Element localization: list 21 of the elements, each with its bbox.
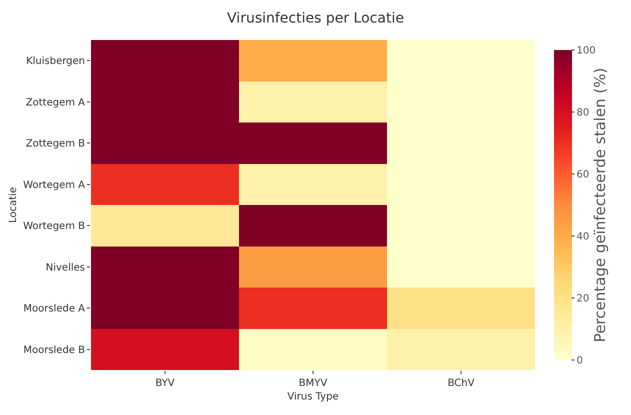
color-bar-label: 80 bbox=[576, 108, 590, 118]
color-bar-label: 60 bbox=[576, 170, 590, 180]
y-tick-label: Zottegem A bbox=[26, 97, 86, 108]
y-axis-title: Locatie bbox=[8, 187, 20, 223]
y-tick-label: Nivelles bbox=[46, 262, 85, 274]
color-bar-label: 40 bbox=[576, 232, 590, 242]
y-tick-label: Zottegem B bbox=[26, 138, 86, 150]
x-axis-title: Virus Type bbox=[287, 392, 339, 402]
y-tick-label: Kluisbergen bbox=[26, 56, 85, 68]
chart-title: Virusinfecties per Locatie bbox=[227, 10, 404, 26]
color-bar-title: Percentage geïnfecteerde stalen (%) bbox=[591, 68, 610, 342]
color-bar-label: 100 bbox=[576, 46, 596, 56]
y-tick-label: Moorslede A bbox=[23, 304, 86, 315]
color-bar-label: 20 bbox=[576, 294, 590, 304]
y-tick-label: Wortegem B bbox=[23, 221, 86, 232]
x-tick-label: BMYV bbox=[298, 378, 328, 389]
x-tick-label: BChV bbox=[448, 378, 475, 389]
color-bar-label: 0 bbox=[576, 356, 583, 366]
x-tick-label: BYV bbox=[155, 378, 175, 389]
y-tick-label: Wortegem A bbox=[23, 180, 86, 191]
y-tick-label: Moorslede B bbox=[23, 344, 86, 356]
